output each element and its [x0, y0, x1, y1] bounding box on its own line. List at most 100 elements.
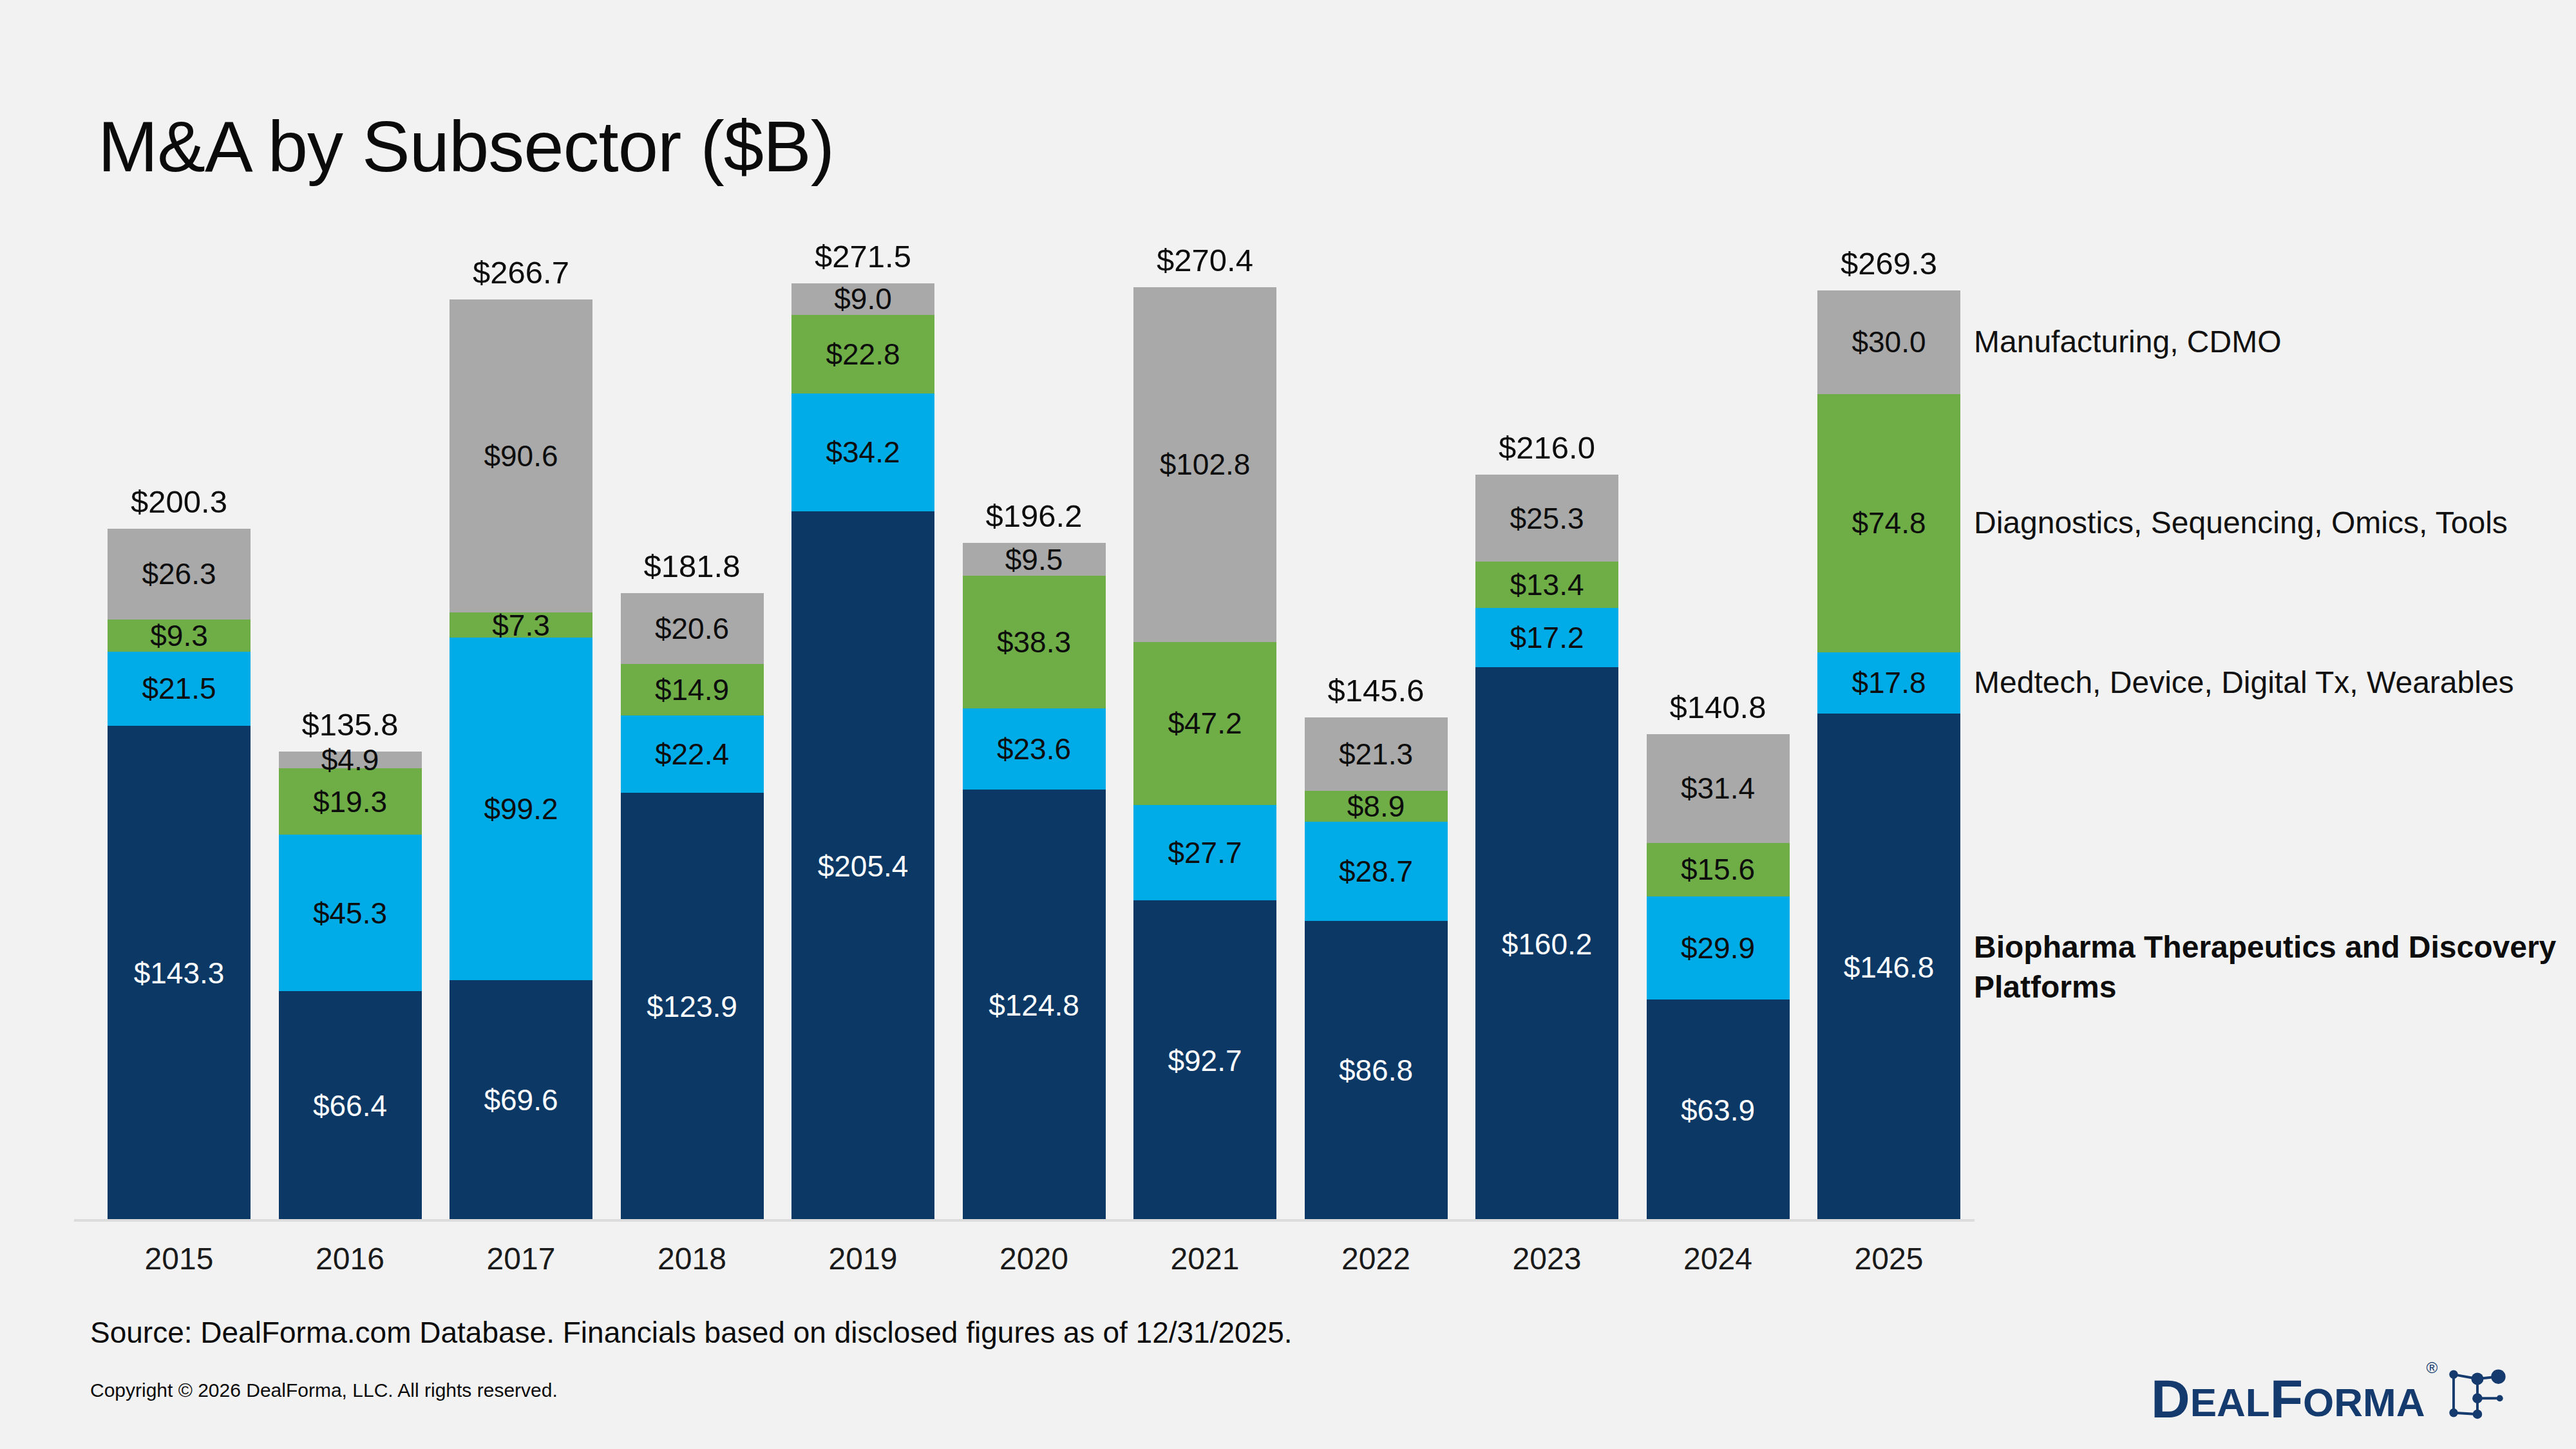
segment-value-label: $29.9	[1681, 933, 1755, 963]
segment-value-label: $146.8	[1844, 952, 1935, 982]
x-axis-tick-2015: 2015	[82, 1241, 276, 1276]
x-axis-tick-2016: 2016	[254, 1241, 447, 1276]
segment-value-label: $30.0	[1852, 327, 1926, 357]
segment-value-label: $102.8	[1160, 450, 1251, 479]
x-axis-tick-2018: 2018	[596, 1241, 789, 1276]
segment-value-label: $23.6	[997, 734, 1071, 764]
bar-segment-gray-2019: $9.0	[791, 283, 934, 314]
bar-segment-gray-2023: $25.3	[1475, 475, 1618, 562]
bar-segment-navy-2022: $86.8	[1305, 921, 1448, 1220]
segment-value-label: $26.3	[142, 559, 216, 589]
segment-value-label: $86.8	[1339, 1056, 1413, 1085]
bar-segment-cyan-2017: $99.2	[450, 638, 592, 980]
bar-segment-gray-2015: $26.3	[108, 529, 251, 620]
bar-segment-gray-2022: $21.3	[1305, 717, 1448, 791]
bar-segment-gray-2018: $20.6	[621, 593, 764, 664]
bar-total-label-2019: $271.5	[766, 240, 960, 273]
segment-value-label: $9.0	[834, 284, 892, 314]
wordmark-letter: D	[2151, 1376, 2190, 1422]
molecule-network-icon	[2444, 1367, 2506, 1421]
segment-value-label: $90.6	[484, 441, 558, 471]
bar-segment-navy-2015: $143.3	[108, 726, 251, 1220]
bar-segment-navy-2025: $146.8	[1817, 714, 1960, 1220]
segment-value-label: $47.2	[1168, 708, 1242, 738]
bar-segment-cyan-2021: $27.7	[1133, 805, 1276, 900]
bar-segment-gray-2017: $90.6	[450, 299, 592, 612]
bar-segment-green-2017: $7.3	[450, 612, 592, 638]
bar-segment-gray-2020: $9.5	[963, 543, 1106, 576]
x-axis-tick-2019: 2019	[766, 1241, 960, 1276]
bar-total-label-2022: $145.6	[1280, 674, 1473, 707]
bar-segment-navy-2017: $69.6	[450, 980, 592, 1220]
bar-segment-gray-2021: $102.8	[1133, 287, 1276, 642]
copyright-note: Copyright © 2026 DealForma, LLC. All rig…	[90, 1379, 558, 1401]
bar-segment-navy-2023: $160.2	[1475, 667, 1618, 1220]
bar-segment-green-2021: $47.2	[1133, 642, 1276, 805]
legend-label-navy: Biopharma Therapeutics and Discovery Pla…	[1974, 927, 2573, 1007]
segment-value-label: $34.2	[826, 437, 900, 467]
bar-total-label-2025: $269.3	[1792, 247, 1985, 280]
bar-segment-navy-2018: $123.9	[621, 793, 764, 1220]
segment-value-label: $63.9	[1681, 1095, 1755, 1125]
bar-segment-green-2019: $22.8	[791, 315, 934, 393]
segment-value-label: $19.3	[313, 787, 387, 817]
segment-value-label: $22.8	[826, 339, 900, 369]
segment-value-label: $15.6	[1681, 855, 1755, 884]
bar-segment-green-2023: $13.4	[1475, 562, 1618, 608]
bar-segment-green-2015: $9.3	[108, 620, 251, 652]
legend-label-cyan: Medtech, Device, Digital Tx, Wearables	[1974, 663, 2573, 703]
bar-segment-green-2025: $74.8	[1817, 394, 1960, 652]
segment-value-label: $4.9	[321, 745, 379, 775]
segment-value-label: $22.4	[655, 739, 729, 769]
bar-segment-cyan-2018: $22.4	[621, 715, 764, 793]
bar-segment-gray-2025: $30.0	[1817, 290, 1960, 394]
wordmark-letter: F	[2270, 1376, 2303, 1422]
legend-label-green: Diagnostics, Sequencing, Omics, Tools	[1974, 503, 2573, 543]
bar-total-label-2015: $200.3	[82, 485, 276, 518]
bar-total-label-2017: $266.7	[424, 256, 618, 289]
segment-value-label: $160.2	[1502, 929, 1593, 959]
bar-segment-green-2024: $15.6	[1647, 843, 1790, 897]
wordmark-letters: ORMA	[2303, 1384, 2425, 1422]
bar-segment-navy-2019: $205.4	[791, 511, 934, 1220]
x-axis-tick-2021: 2021	[1108, 1241, 1302, 1276]
segment-value-label: $69.6	[484, 1085, 558, 1115]
segment-value-label: $124.8	[989, 990, 1079, 1020]
segment-value-label: $8.9	[1347, 791, 1405, 821]
x-axis-tick-2020: 2020	[938, 1241, 1131, 1276]
registered-trademark-symbol: ®	[2426, 1359, 2438, 1377]
segment-value-label: $13.4	[1510, 570, 1584, 600]
segment-value-label: $38.3	[997, 627, 1071, 657]
segment-value-label: $25.3	[1510, 504, 1584, 533]
segment-value-label: $92.7	[1168, 1046, 1242, 1075]
dealforma-logo: DEALFORMA ®	[2151, 1358, 2506, 1422]
bar-segment-cyan-2022: $28.7	[1305, 822, 1448, 921]
segment-value-label: $74.8	[1852, 508, 1926, 538]
segment-value-label: $17.8	[1852, 668, 1926, 697]
bar-segment-gray-2024: $31.4	[1647, 734, 1790, 842]
bar-total-label-2024: $140.8	[1622, 690, 1815, 724]
x-axis-tick-2025: 2025	[1792, 1241, 1985, 1276]
segment-value-label: $7.3	[492, 611, 550, 640]
bar-total-label-2018: $181.8	[596, 549, 789, 583]
bar-segment-green-2016: $19.3	[279, 768, 422, 835]
legend-label-gray: Manufacturing, CDMO	[1974, 322, 2573, 362]
bar-segment-navy-2024: $63.9	[1647, 999, 1790, 1220]
segment-value-label: $205.4	[818, 851, 909, 881]
bar-total-label-2016: $135.8	[254, 708, 447, 741]
bar-segment-cyan-2025: $17.8	[1817, 652, 1960, 714]
segment-value-label: $21.5	[142, 674, 216, 703]
dealforma-wordmark: DEALFORMA	[2151, 1376, 2425, 1422]
source-note: Source: DealForma.com Database. Financia…	[90, 1315, 1293, 1350]
segment-value-label: $9.5	[1005, 545, 1063, 574]
bar-segment-cyan-2019: $34.2	[791, 393, 934, 511]
segment-value-label: $66.4	[313, 1091, 387, 1121]
wordmark-letters: EAL	[2190, 1384, 2270, 1422]
bar-total-label-2023: $216.0	[1450, 431, 1643, 464]
segment-value-label: $143.3	[134, 958, 225, 988]
x-axis-tick-2023: 2023	[1450, 1241, 1643, 1276]
bar-segment-navy-2016: $66.4	[279, 991, 422, 1220]
segment-value-label: $123.9	[647, 992, 737, 1021]
segment-value-label: $9.3	[150, 621, 208, 650]
segment-value-label: $45.3	[313, 898, 387, 928]
